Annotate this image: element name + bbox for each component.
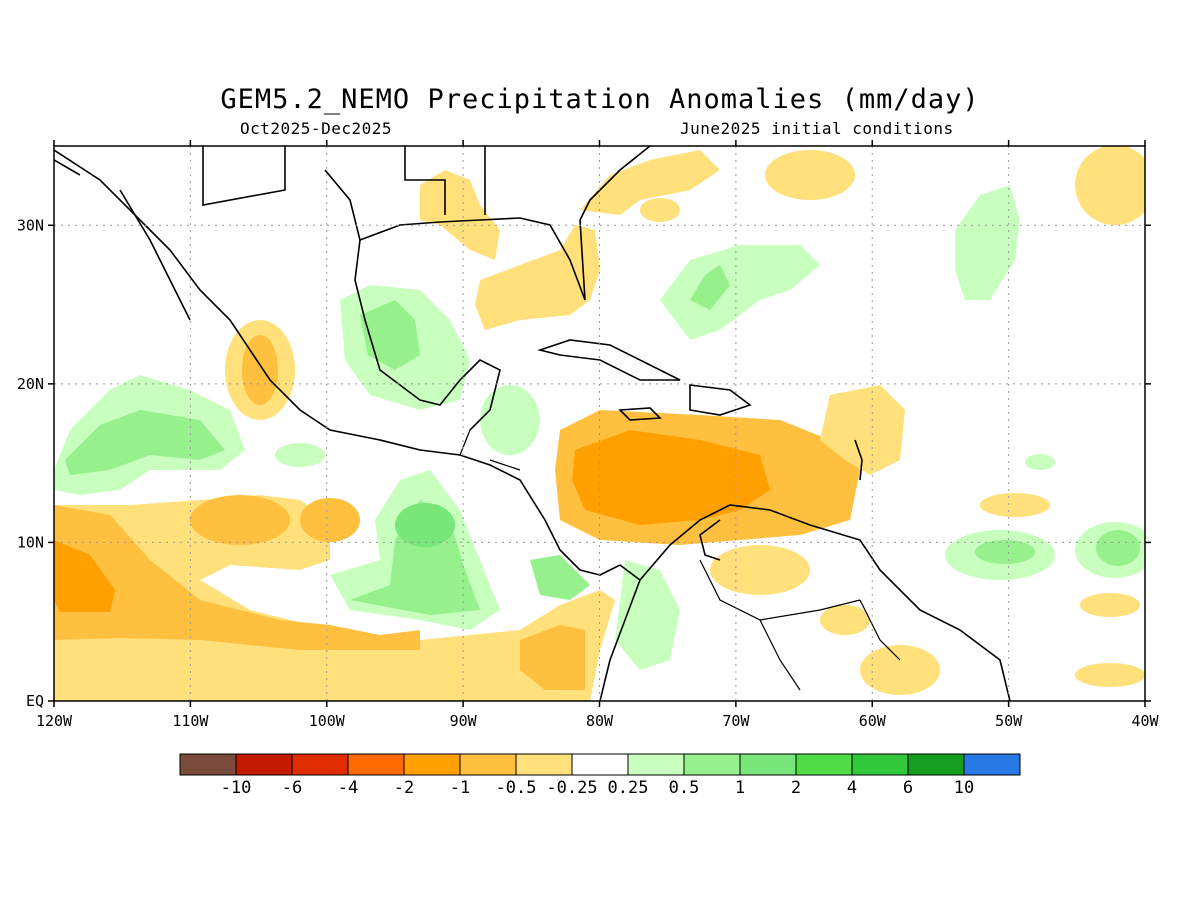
dry-region-atlantic-10n [980, 493, 1050, 517]
colorbar-label: -1 [450, 778, 470, 798]
wet-region-west-mexico-core [65, 410, 225, 475]
lon-tick-label: 120W [36, 712, 73, 730]
lat-tick-label: 10N [17, 533, 44, 551]
colorbar-label: -0.25 [546, 778, 597, 798]
lon-tick-label: 90W [450, 712, 478, 730]
colorbar-swatch [851, 753, 909, 776]
dry-region-east-pacific-peak [54, 540, 115, 612]
forecast-period: Oct2025-Dec2025 [240, 119, 392, 138]
dry-region-ne-corner [1075, 146, 1145, 225]
lon-tick-label: 50W [995, 712, 1023, 730]
wet-region-yucatan-south [275, 443, 325, 467]
graticule [54, 146, 1145, 701]
dry-region-lesser-antilles [820, 385, 905, 475]
colorbar-swatch [739, 753, 797, 776]
lon-tick-label: 60W [859, 712, 887, 730]
lat-tick-label: EQ [26, 692, 44, 710]
lon-tick-label: 70W [722, 712, 750, 730]
wet-region-panama-coast [530, 555, 590, 600]
colorbar-swatch [403, 753, 461, 776]
dry-region-atlantic-eq [1075, 663, 1145, 687]
colorbar-label: -4 [338, 778, 358, 798]
colorbar-label: 1 [735, 778, 745, 798]
lon-tick-label: 110W [172, 712, 209, 730]
wet-region-atlantic-9n-core [975, 540, 1035, 564]
dry-region-southeast-us [420, 170, 500, 260]
dry-region-caribbean-core [572, 430, 770, 525]
dry-region-10n-100w [300, 498, 360, 542]
lat-tick-label: 20N [17, 375, 44, 393]
map-axes: 120W 110W 100W 90W 80W 70W 60W 50W 40W EQ 10N 20N 30… [17, 140, 1160, 730]
coastlines [54, 146, 1011, 701]
colorbar-swatch [291, 753, 349, 776]
colorbar-swatch [235, 753, 293, 776]
colorbar: -10 -6 -4 -2 -1 -0.5 -0.25 0.25 0.5 1 2 4 6 10 [179, 753, 1021, 798]
colorbar-swatch [459, 753, 517, 776]
chart-title: GEM5.2_NEMO Precipitation Anomalies (mm/… [220, 84, 980, 115]
colorbar-label: 10 [954, 778, 974, 798]
wet-region-central-atlantic [955, 185, 1020, 300]
dry-region-guyana-2 [820, 605, 870, 635]
dry-region-atlantic-coast [580, 150, 720, 215]
wet-region-atlantic-east-core [1096, 530, 1140, 566]
colorbar-swatch [627, 753, 685, 776]
colorbar-label: -2 [394, 778, 414, 798]
wet-region-bahamas [660, 245, 820, 340]
colorbar-swatch [515, 753, 573, 776]
country-borders [459, 429, 901, 691]
colorbar-swatch [571, 753, 629, 776]
dry-region-north-atlantic [765, 150, 855, 200]
colorbar-label: 0.25 [608, 778, 649, 798]
colorbar-swatch [179, 753, 237, 776]
wet-region-colombia-pacific [615, 560, 680, 670]
dry-region-atlantic-5n [1080, 593, 1140, 617]
wet-region-atlantic-13n [1025, 454, 1055, 470]
wet-region-bahamas-core [690, 265, 730, 310]
colorbar-swatch [347, 753, 405, 776]
anomaly-field [54, 146, 1145, 701]
dry-region-florida [475, 225, 600, 330]
dry-region-venezuela [710, 545, 810, 595]
colorbar-swatch [683, 753, 741, 776]
colorbar-swatch [963, 753, 1021, 776]
colorbar-label: 4 [847, 778, 857, 798]
dry-region-east-pacific-core [54, 505, 420, 650]
colorbar-swatch [907, 753, 965, 776]
dry-region-east-pacific [54, 495, 615, 701]
dry-region-south-central-pacific [520, 625, 585, 690]
colorbar-label: 2 [791, 778, 801, 798]
colorbar-label: 0.5 [669, 778, 700, 798]
wet-region-90w-10n [395, 503, 455, 547]
lon-tick-label: 100W [309, 712, 346, 730]
colorbar-label: 6 [903, 778, 913, 798]
initial-conditions: June2025 initial conditions [680, 119, 954, 138]
lat-tick-label: 30N [17, 216, 44, 234]
colorbar-swatch [795, 753, 853, 776]
colorbar-label: -10 [221, 778, 252, 798]
colorbar-label: -6 [282, 778, 302, 798]
dry-region-north-atlantic-2 [640, 198, 680, 222]
dry-region-10n-110w [190, 495, 290, 545]
colorbar-label: -0.5 [496, 778, 537, 798]
lon-tick-label: 40W [1131, 712, 1159, 730]
wet-region-central-america [480, 385, 540, 455]
lon-tick-label: 80W [586, 712, 614, 730]
dry-region-guiana [860, 645, 940, 695]
